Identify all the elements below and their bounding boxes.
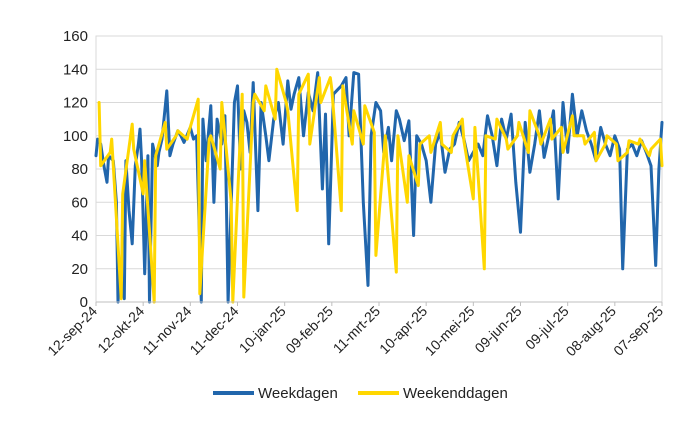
- x-axis-tick-labels: 12-sep-2412-okt-2411-nov-2411-dec-2410-j…: [44, 302, 666, 359]
- x-tick-label: 12-sep-24: [44, 303, 100, 359]
- legend-label-weekdagen: Weekdagen: [258, 385, 338, 402]
- y-tick-label: 40: [71, 228, 88, 245]
- y-axis-tick-labels: 0 20 40 60 80 100 120 140 160: [63, 28, 88, 311]
- y-tick-label: 160: [63, 28, 88, 45]
- series-line-weekdagen: [94, 71, 664, 304]
- x-tick-label: 09-jun-25: [471, 303, 524, 356]
- legend: Weekdagen Weekenddagen: [213, 385, 508, 402]
- x-tick-label: 11-nov-24: [139, 303, 194, 358]
- legend-item-weekdagen: Weekdagen: [213, 385, 338, 402]
- series-line-weekenddagen: [97, 67, 664, 304]
- y-tick-label: 60: [71, 194, 88, 211]
- y-tick-label: 80: [71, 161, 88, 178]
- x-tick-label: 11-dec-24: [186, 303, 241, 358]
- legend-item-weekenddagen: Weekenddagen: [358, 385, 508, 402]
- x-tick-label: 09-feb-25: [282, 303, 336, 357]
- y-tick-label: 0: [80, 294, 88, 311]
- x-tick-label: 10-mei-25: [422, 303, 478, 359]
- y-tick-label: 120: [63, 95, 88, 112]
- gridlines: [96, 35, 662, 270]
- y-tick-label: 100: [63, 128, 88, 145]
- y-tick-label: 20: [71, 261, 88, 278]
- x-tick-label: 11-mrt-25: [330, 303, 384, 357]
- x-tick-label: 07-sep-25: [610, 303, 666, 359]
- x-tick-label: 08-aug-25: [563, 303, 620, 360]
- x-tick-label: 10-jan-25: [236, 303, 289, 356]
- legend-label-weekenddagen: Weekenddagen: [403, 385, 508, 402]
- series-lines: [94, 67, 664, 304]
- y-tick-label: 140: [63, 61, 88, 78]
